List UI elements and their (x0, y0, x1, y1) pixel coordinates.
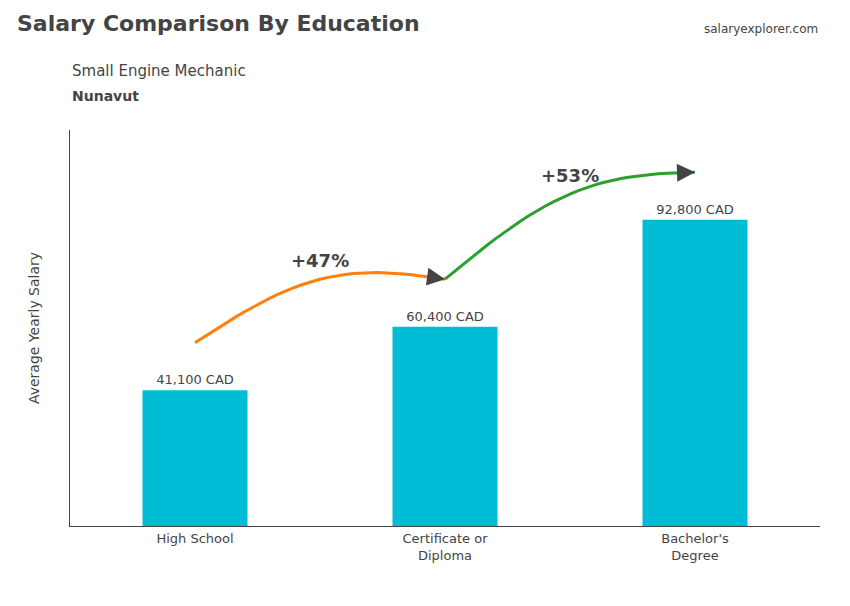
svg-text:salaryexplorer.com: salaryexplorer.com (704, 22, 818, 36)
svg-text:41,100 CAD: 41,100 CAD (156, 372, 234, 387)
svg-text:60,400 CAD: 60,400 CAD (406, 309, 484, 324)
svg-text:Nunavut: Nunavut (72, 88, 139, 104)
svg-text:High School: High School (156, 531, 233, 546)
svg-text:Certificate orDiploma: Certificate orDiploma (403, 531, 489, 563)
svg-text:92,800 CAD: 92,800 CAD (656, 202, 734, 217)
svg-text:+53%: +53% (541, 165, 599, 186)
svg-text:Average Yearly Salary: Average Yearly Salary (26, 252, 42, 404)
svg-text:Bachelor'sDegree: Bachelor'sDegree (661, 531, 729, 563)
svg-text:Salary Comparison By Education: Salary Comparison By Education (17, 11, 420, 36)
svg-text:Small Engine Mechanic: Small Engine Mechanic (72, 62, 246, 80)
svg-text:+47%: +47% (291, 250, 349, 271)
